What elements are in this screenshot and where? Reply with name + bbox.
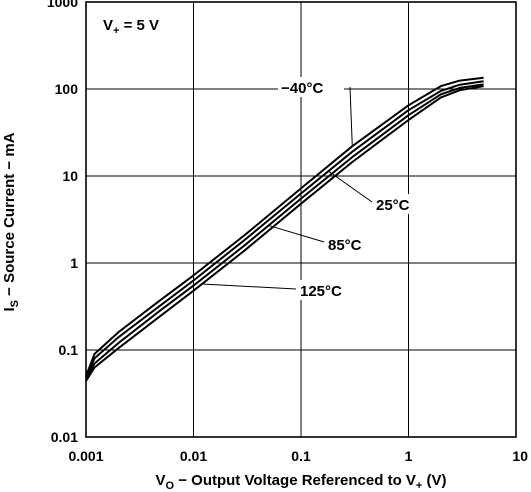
y-tick-label: 1 (70, 255, 78, 271)
leader-line (328, 170, 373, 203)
label-leader-lines (201, 86, 373, 290)
series-label: 25°C (376, 197, 410, 214)
series-label-bg (373, 194, 421, 214)
y-tick-label: 1000 (47, 0, 78, 10)
grid (85, 1, 517, 438)
leader-line (268, 224, 325, 243)
y-tick-label: 0.01 (51, 429, 78, 445)
series-label-bg (297, 280, 355, 300)
annotation-box (93, 8, 183, 40)
leader-line (201, 283, 297, 290)
x-tick-label: 1 (405, 448, 413, 464)
series-label: 125°C (300, 283, 342, 300)
y-tick-label: 100 (55, 81, 79, 97)
leader-line (349, 86, 353, 147)
plot-frame (85, 1, 517, 438)
x-tick-labels: 0.001 0.01 0.1 1 10 (68, 448, 528, 464)
x-axis-title: VO − Output Voltage Referenced to V+ (V) (155, 472, 446, 492)
y-tick-label: 0.1 (59, 342, 79, 358)
series-line-3 (85, 85, 484, 382)
series-label-bg (325, 234, 373, 254)
series-line-2 (85, 83, 484, 380)
y-axis-title: IS − Source Current − mA (1, 132, 21, 311)
supply-voltage-annotation: V+ = 5 V (103, 17, 159, 37)
series-label: 85°C (328, 237, 362, 254)
series-labels: −40°C 25°C 85°C 125°C (278, 77, 421, 300)
x-tick-label: 0.1 (291, 448, 311, 464)
x-tick-label: 10 (512, 448, 528, 464)
series-line-1 (85, 80, 484, 379)
series-label-bg (278, 77, 344, 97)
series-label: −40°C (281, 80, 323, 97)
y-tick-labels: 0.01 0.1 1 10 100 1000 (47, 0, 78, 445)
x-tick-label: 0.01 (180, 448, 207, 464)
series-lines (85, 76, 484, 382)
x-tick-label: 0.001 (68, 448, 103, 464)
y-tick-label: 10 (62, 168, 78, 184)
series-line-0 (85, 76, 484, 377)
